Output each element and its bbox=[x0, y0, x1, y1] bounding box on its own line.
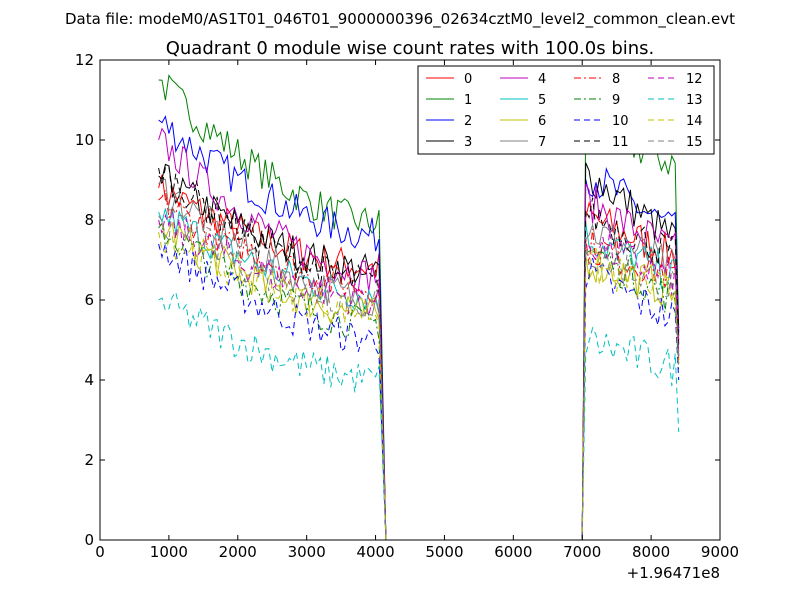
x-tick-label: 0 bbox=[95, 543, 105, 561]
x-tick-label: 1000 bbox=[150, 543, 188, 561]
legend-label-3: 3 bbox=[464, 135, 472, 150]
y-tick-label: 0 bbox=[84, 531, 94, 549]
series-line-10 bbox=[158, 243, 680, 541]
legend-label-5: 5 bbox=[538, 93, 546, 108]
legend-label-14: 14 bbox=[686, 114, 703, 129]
y-tick-label: 2 bbox=[84, 451, 94, 469]
series-line-12 bbox=[158, 210, 680, 541]
y-tick-label: 10 bbox=[75, 131, 94, 149]
x-tick-label: 9000 bbox=[701, 543, 739, 561]
y-tick-label: 8 bbox=[84, 211, 94, 229]
series-line-15 bbox=[158, 205, 680, 541]
series-line-6 bbox=[158, 221, 680, 541]
x-tick-label: 3000 bbox=[288, 543, 326, 561]
legend-label-1: 1 bbox=[464, 93, 472, 108]
legend-label-10: 10 bbox=[612, 114, 629, 129]
series-line-13 bbox=[158, 291, 680, 541]
legend-label-9: 9 bbox=[612, 93, 620, 108]
series-line-2 bbox=[158, 115, 680, 541]
legend-label-13: 13 bbox=[686, 93, 703, 108]
legend-label-0: 0 bbox=[464, 72, 472, 87]
chart-title: Quadrant 0 module wise count rates with … bbox=[166, 38, 655, 59]
series-line-9 bbox=[158, 222, 680, 541]
x-offset-label: +1.96471e8 bbox=[627, 564, 720, 582]
series-line-3 bbox=[158, 162, 680, 541]
legend-label-2: 2 bbox=[464, 114, 472, 129]
legend-label-8: 8 bbox=[612, 72, 620, 87]
series-line-14 bbox=[158, 231, 680, 541]
plot-area: 0 1000 2000 3000 4000 5000 6000 7000 8000 9000 0 2 4… bbox=[75, 51, 739, 561]
y-tick-label: 4 bbox=[84, 371, 94, 389]
legend-label-12: 12 bbox=[686, 72, 703, 87]
series-line-8 bbox=[158, 188, 680, 541]
x-tick-label: 5000 bbox=[425, 543, 463, 561]
legend-label-4: 4 bbox=[538, 72, 546, 87]
legend-label-15: 15 bbox=[686, 135, 703, 150]
x-tick-label: 4000 bbox=[356, 543, 394, 561]
legend-label-6: 6 bbox=[538, 114, 546, 129]
x-tick-label: 7000 bbox=[563, 543, 601, 561]
y-tick-label: 12 bbox=[75, 51, 94, 69]
series-line-4 bbox=[158, 127, 680, 541]
chart-suptitle: Data file: modeM0/AS1T01_046T01_90000003… bbox=[65, 10, 735, 29]
x-tick-label: 2000 bbox=[219, 543, 257, 561]
y-tick-label: 6 bbox=[84, 291, 94, 309]
x-tick-label: 8000 bbox=[632, 543, 670, 561]
x-tick-label: 6000 bbox=[494, 543, 532, 561]
legend-label-11: 11 bbox=[612, 135, 629, 150]
legend-label-7: 7 bbox=[538, 135, 546, 150]
legend-box bbox=[417, 65, 715, 155]
